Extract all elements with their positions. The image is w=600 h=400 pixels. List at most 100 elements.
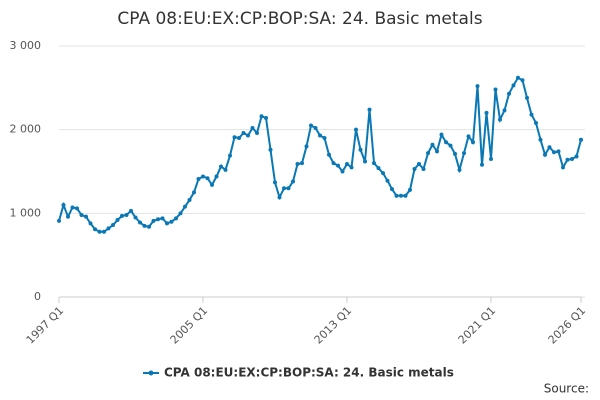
point xyxy=(174,216,178,221)
point xyxy=(156,217,160,222)
point xyxy=(75,206,79,211)
point xyxy=(250,125,255,130)
point xyxy=(484,110,489,115)
point xyxy=(97,229,102,234)
point xyxy=(394,193,399,198)
point xyxy=(516,75,520,80)
point xyxy=(480,162,484,167)
x-tick-label: 2026 Q1 xyxy=(546,304,589,347)
point xyxy=(268,147,273,152)
point xyxy=(408,187,412,192)
point xyxy=(165,221,169,226)
point xyxy=(259,114,264,119)
point xyxy=(160,216,165,221)
point xyxy=(196,177,201,182)
point xyxy=(205,176,210,181)
point xyxy=(322,136,327,141)
point xyxy=(286,186,291,191)
point xyxy=(466,134,471,139)
point xyxy=(210,182,214,187)
point xyxy=(169,219,174,224)
point xyxy=(570,156,574,161)
point xyxy=(399,193,403,198)
point xyxy=(331,161,336,166)
point xyxy=(403,193,408,198)
point xyxy=(192,190,196,195)
point xyxy=(151,218,156,223)
point xyxy=(61,202,66,207)
point xyxy=(493,87,498,92)
point xyxy=(187,197,192,202)
x-tick-label: 2013 Q1 xyxy=(312,304,355,347)
point xyxy=(147,224,151,229)
x-tick-label: 2005 Q1 xyxy=(168,304,211,347)
point xyxy=(241,131,246,136)
point xyxy=(507,91,511,96)
point xyxy=(529,112,534,117)
point xyxy=(106,226,111,231)
point xyxy=(448,143,453,148)
point xyxy=(318,133,322,138)
point xyxy=(138,220,142,225)
point xyxy=(367,107,372,112)
legend-marker xyxy=(148,370,154,376)
point xyxy=(327,152,331,157)
point xyxy=(525,95,529,100)
point xyxy=(66,214,70,219)
line xyxy=(58,76,582,233)
point xyxy=(345,161,349,166)
point xyxy=(381,171,385,176)
point xyxy=(511,83,516,88)
point xyxy=(120,213,124,218)
point xyxy=(223,167,228,172)
point xyxy=(475,84,480,89)
point xyxy=(133,215,138,220)
point xyxy=(201,174,205,179)
point xyxy=(489,156,493,161)
legend-item: CPA 08:EU:EX:CP:BOP:SA: 24. Basic metals xyxy=(143,366,454,380)
point xyxy=(183,204,187,209)
point xyxy=(115,218,120,223)
y-tick-label: 3 000 xyxy=(10,39,42,52)
point xyxy=(70,205,75,210)
point xyxy=(538,137,543,142)
point xyxy=(228,153,232,158)
point xyxy=(57,218,61,223)
point xyxy=(102,229,106,234)
point xyxy=(552,150,556,155)
point xyxy=(498,117,502,122)
point xyxy=(219,164,223,169)
point xyxy=(295,161,300,166)
point xyxy=(237,136,241,141)
point xyxy=(354,127,358,132)
point xyxy=(547,145,552,150)
point xyxy=(444,140,448,145)
point xyxy=(84,214,88,219)
point xyxy=(412,166,417,171)
point xyxy=(232,135,237,140)
point xyxy=(363,159,367,164)
point xyxy=(79,213,84,218)
point xyxy=(282,186,286,191)
point xyxy=(457,167,462,172)
point xyxy=(349,165,354,170)
point xyxy=(565,157,570,162)
point xyxy=(304,144,309,149)
point xyxy=(340,169,345,174)
chart-title: CPA 08:EU:EX:CP:BOP:SA: 24. Basic metals xyxy=(117,9,482,29)
point xyxy=(430,142,435,147)
point xyxy=(111,223,115,228)
point xyxy=(390,187,394,192)
point xyxy=(453,151,457,156)
legend-label: CPA 08:EU:EX:CP:BOP:SA: 24. Basic metals xyxy=(164,366,454,380)
point xyxy=(291,179,295,184)
point xyxy=(579,137,583,142)
point xyxy=(142,223,147,228)
point xyxy=(358,147,363,152)
point xyxy=(385,178,390,183)
point xyxy=(534,120,538,125)
point xyxy=(309,123,313,128)
point xyxy=(88,221,93,226)
point xyxy=(300,161,304,166)
point xyxy=(93,227,97,232)
